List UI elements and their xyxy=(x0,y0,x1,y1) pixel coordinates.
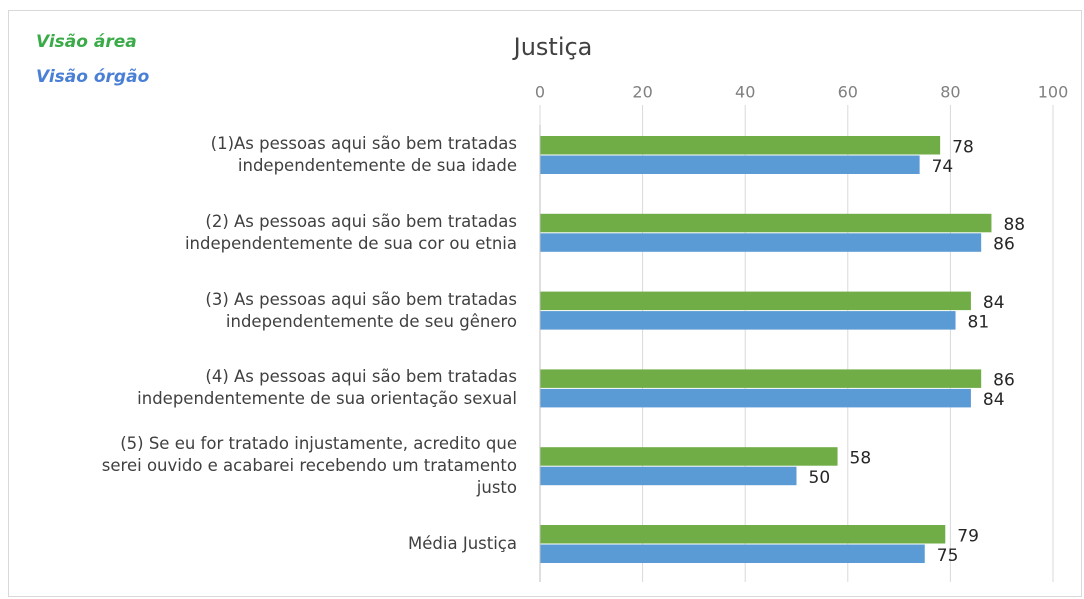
value-label: 86 xyxy=(993,371,1015,391)
value-label: 84 xyxy=(983,293,1005,313)
bar xyxy=(540,311,956,330)
bar xyxy=(540,291,971,311)
bar xyxy=(540,155,920,174)
value-label: 58 xyxy=(850,448,872,468)
value-label: 88 xyxy=(1003,215,1025,235)
legend-entry: Visão área xyxy=(36,32,137,52)
bar xyxy=(540,466,797,486)
value-label: 79 xyxy=(957,526,979,546)
bar xyxy=(540,233,982,252)
value-label: 81 xyxy=(968,312,990,332)
y-tick-label: (5) Se eu for tratado injustamente, acre… xyxy=(101,434,517,498)
value-label: 78 xyxy=(952,137,974,157)
value-label: 50 xyxy=(809,468,831,488)
bar xyxy=(540,544,925,563)
value-label: 84 xyxy=(983,390,1005,410)
value-label: 74 xyxy=(932,157,954,177)
legend-entry: Visão órgão xyxy=(36,67,150,87)
y-tick-label: (3) As pessoas aqui são bem tratadas ind… xyxy=(205,289,517,331)
x-tick-label: 20 xyxy=(632,83,652,102)
chart-border xyxy=(8,10,1082,597)
bar xyxy=(540,388,971,408)
value-label: 86 xyxy=(993,235,1015,255)
x-tick-label: 80 xyxy=(940,83,960,102)
y-tick-label: (2) As pessoas aqui são bem tratadas ind… xyxy=(184,211,517,253)
bar xyxy=(540,136,941,155)
bar xyxy=(540,213,992,233)
y-tick-label: Média Justiça xyxy=(408,534,517,553)
x-tick-label: 40 xyxy=(735,83,755,102)
bar xyxy=(540,447,838,466)
y-tick-label: (4) As pessoas aqui são bem tratadas ind… xyxy=(137,367,517,409)
chart-title: Justiça xyxy=(512,33,593,61)
x-tick-label: 0 xyxy=(535,83,545,102)
bar xyxy=(540,525,946,544)
bar xyxy=(540,369,982,388)
y-tick-label: (1)As pessoas aqui são bem tratadas inde… xyxy=(210,134,517,175)
value-label: 75 xyxy=(937,546,959,566)
x-tick-label: 100 xyxy=(1038,83,1069,102)
x-tick-label: 60 xyxy=(838,83,858,102)
